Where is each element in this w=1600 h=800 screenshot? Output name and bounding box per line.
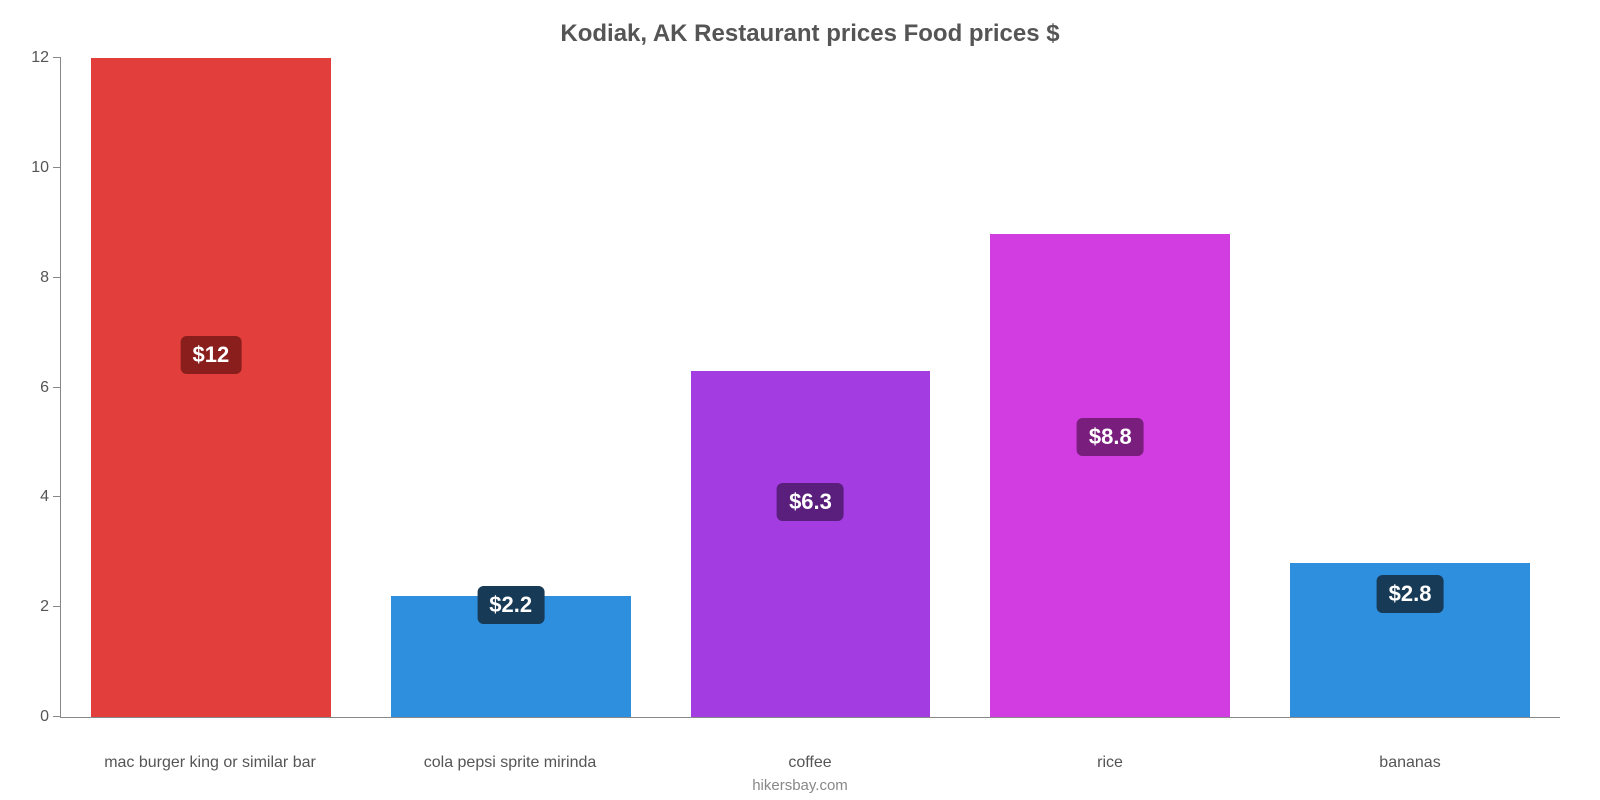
bar-slot: $6.3 xyxy=(661,58,961,717)
chart-container: Kodiak, AK Restaurant prices Food prices… xyxy=(0,0,1600,800)
x-axis-label: bananas xyxy=(1260,754,1560,772)
y-tick xyxy=(53,167,61,168)
y-tick-label: 4 xyxy=(40,488,49,506)
y-tick xyxy=(53,387,61,388)
y-tick-label: 6 xyxy=(40,379,49,397)
plot-area: $12$2.2$6.3$8.8$2.8 024681012 xyxy=(60,58,1560,718)
bar-slot: $12 xyxy=(61,58,361,717)
y-tick-label: 0 xyxy=(40,708,49,726)
y-tick xyxy=(53,496,61,497)
y-tick-label: 10 xyxy=(31,159,49,177)
value-badge: $6.3 xyxy=(777,483,844,521)
bar: $2.2 xyxy=(391,596,631,717)
y-tick xyxy=(53,57,61,58)
bar: $8.8 xyxy=(990,234,1230,717)
bar-slot: $2.8 xyxy=(1260,58,1560,717)
y-tick xyxy=(53,716,61,717)
x-axis-label: rice xyxy=(960,754,1260,772)
source-attribution: hikersbay.com xyxy=(0,777,1600,794)
x-axis-labels: mac burger king or similar barcola pepsi… xyxy=(60,754,1560,772)
x-axis-label: mac burger king or similar bar xyxy=(60,754,360,772)
y-tick xyxy=(53,606,61,607)
value-badge: $12 xyxy=(181,336,242,374)
y-tick-label: 8 xyxy=(40,269,49,287)
bar-slot: $2.2 xyxy=(361,58,661,717)
bars-row: $12 $2.2 $6.3 $8.8 $2.8 xyxy=(61,58,1560,717)
bar-slot: $8.8 xyxy=(960,58,1260,717)
y-tick-label: 2 xyxy=(40,598,49,616)
y-tick-label: 12 xyxy=(31,49,49,67)
value-badge: $2.8 xyxy=(1377,575,1444,613)
bar: $12 xyxy=(91,58,331,717)
value-badge: $2.2 xyxy=(477,586,544,624)
bar: $2.8 xyxy=(1290,563,1530,717)
value-badge: $8.8 xyxy=(1077,418,1144,456)
bar: $6.3 xyxy=(691,371,931,717)
x-axis-label: coffee xyxy=(660,754,960,772)
x-axis-label: cola pepsi sprite mirinda xyxy=(360,754,660,772)
chart-title: Kodiak, AK Restaurant prices Food prices… xyxy=(60,20,1560,48)
y-tick xyxy=(53,277,61,278)
